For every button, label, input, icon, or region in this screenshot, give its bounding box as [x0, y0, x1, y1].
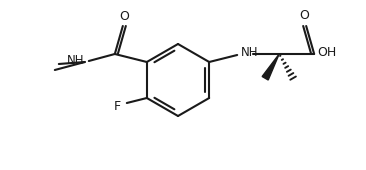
Text: O: O	[119, 10, 129, 23]
Text: NH: NH	[67, 54, 85, 66]
Text: O: O	[299, 9, 309, 22]
Text: OH: OH	[317, 47, 336, 60]
Polygon shape	[262, 54, 279, 80]
Text: F: F	[114, 100, 121, 114]
Text: NH: NH	[241, 46, 259, 58]
